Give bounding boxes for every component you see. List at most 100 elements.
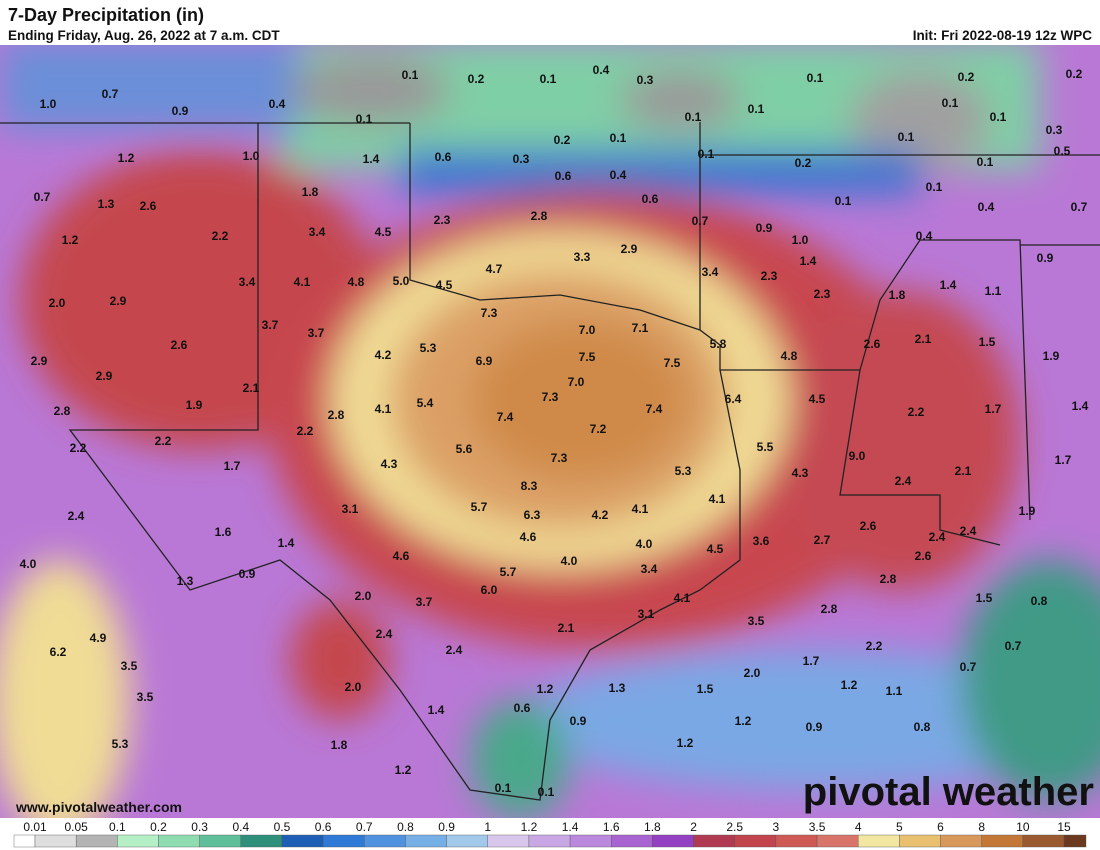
precip-label: 0.5	[1054, 144, 1071, 158]
legend-swatch	[405, 834, 447, 848]
precip-label: 2.8	[880, 572, 897, 586]
precip-label: 5.7	[500, 565, 517, 579]
precip-label: 1.2	[677, 736, 694, 750]
legend: 0.01 0.05 0.1 0.2 0.3 0.4 0.5 0.6 0.7 0.8 0.9 1 1.2 1…	[13, 820, 1087, 848]
precip-label: 1.8	[889, 288, 906, 302]
precip-label: 7.1	[632, 321, 649, 335]
legend-label: 0.3	[191, 820, 208, 834]
precip-label: 2.4	[376, 627, 393, 641]
precip-label: 7.3	[481, 306, 498, 320]
precip-label: 1.9	[1043, 349, 1060, 363]
legend-swatch	[528, 834, 571, 848]
legend-label: 0.4	[232, 820, 249, 834]
legend-swatch	[652, 834, 694, 848]
precip-label: 2.2	[908, 405, 925, 419]
precip-label: 2.1	[955, 464, 972, 478]
legend-label: 15	[1057, 820, 1071, 834]
precip-label: 2.4	[446, 643, 463, 657]
precip-label: 1.2	[841, 678, 858, 692]
precip-label: 0.1	[990, 110, 1007, 124]
precip-label: 1.3	[98, 197, 115, 211]
precip-label: 2.6	[171, 338, 188, 352]
logo: pivotal weather	[803, 770, 1094, 814]
precip-label: 4.6	[393, 549, 410, 563]
precip-label: 0.3	[513, 152, 530, 166]
precip-label: 1.8	[302, 185, 319, 199]
precip-label: 2.0	[744, 666, 761, 680]
precip-label: 7.5	[579, 350, 596, 364]
precip-label: 2.6	[864, 337, 881, 351]
precip-label: 5.7	[471, 500, 488, 514]
precip-label: 1.4	[363, 152, 380, 166]
precip-label: 0.7	[1071, 200, 1088, 214]
legend-swatch	[981, 834, 1024, 848]
precip-label: 2.0	[49, 296, 66, 310]
precip-label: 1.2	[395, 763, 412, 777]
precip-label: 4.0	[20, 557, 37, 571]
precip-label: 2.3	[814, 287, 831, 301]
title: 7-Day Precipitation (in)	[8, 5, 204, 25]
precip-label: 4.5	[436, 278, 453, 292]
precip-label: 2.2	[212, 229, 229, 243]
precip-label: 4.0	[561, 554, 578, 568]
precip-label: 1.3	[609, 681, 626, 695]
precip-label: 2.8	[531, 209, 548, 223]
legend-swatch	[858, 834, 900, 848]
precip-label: 6.0	[481, 583, 498, 597]
precip-label: 2.4	[929, 530, 946, 544]
precip-label: 6.2	[50, 645, 67, 659]
precip-label: 0.1	[942, 96, 959, 110]
precip-label: 0.7	[692, 214, 709, 228]
precip-label: 4.3	[792, 466, 809, 480]
precip-label: 0.2	[958, 70, 975, 84]
precip-label: 0.2	[468, 72, 485, 86]
precip-label: 0.9	[1037, 251, 1054, 265]
precip-label: 0.7	[34, 190, 51, 204]
precip-label: 3.7	[308, 326, 325, 340]
precip-label: 4.1	[632, 502, 649, 516]
precip-label: 5.0	[393, 274, 410, 288]
precip-label: 0.2	[554, 133, 571, 147]
legend-swatch	[775, 834, 818, 848]
precip-label: 1.3	[177, 574, 194, 588]
precip-label: 3.4	[239, 275, 256, 289]
precip-label: 1.9	[186, 398, 203, 412]
legend-label: 1.2	[521, 820, 538, 834]
legend-label: 0.8	[397, 820, 414, 834]
legend-swatch	[34, 834, 77, 848]
precip-label: 7.4	[646, 402, 663, 416]
precip-label: 1.0	[792, 233, 809, 247]
init-time: Init: Fri 2022-08-19 12z WPC	[913, 28, 1093, 43]
precip-label: 3.4	[702, 265, 719, 279]
precip-label: 1.0	[243, 149, 260, 163]
subtitle: Ending Friday, Aug. 26, 2022 at 7 a.m. C…	[8, 28, 280, 43]
precip-label: 6.3	[524, 508, 541, 522]
legend-label: 4	[855, 820, 862, 834]
precip-label: 0.9	[570, 714, 587, 728]
precip-label: 1.1	[886, 684, 903, 698]
precip-label: 0.1	[748, 102, 765, 116]
legend-swatch	[611, 834, 653, 848]
precip-label: 3.1	[638, 607, 655, 621]
precip-label: 7.0	[568, 375, 585, 389]
legend-swatch	[75, 834, 118, 848]
precip-label: 3.3	[574, 250, 591, 264]
precip-label: 1.6	[215, 525, 232, 539]
precip-label: 0.6	[514, 701, 531, 715]
precip-label: 9.0	[849, 449, 866, 463]
precip-label: 3.4	[641, 562, 658, 576]
legend-swatch	[281, 834, 324, 848]
legend-label: 0.9	[438, 820, 455, 834]
precip-label: 0.7	[1005, 639, 1022, 653]
precip-label: 0.4	[269, 97, 286, 111]
legend-label: 0.5	[274, 820, 291, 834]
precip-label: 4.2	[375, 348, 392, 362]
precip-label: 0.9	[806, 720, 823, 734]
legend-label: 2	[690, 820, 697, 834]
precip-label: 0.7	[102, 87, 119, 101]
legend-swatch	[693, 834, 735, 848]
legend-label: 0.05	[64, 820, 88, 834]
legend-label: 0.2	[150, 820, 167, 834]
precip-label: 4.6	[520, 530, 537, 544]
